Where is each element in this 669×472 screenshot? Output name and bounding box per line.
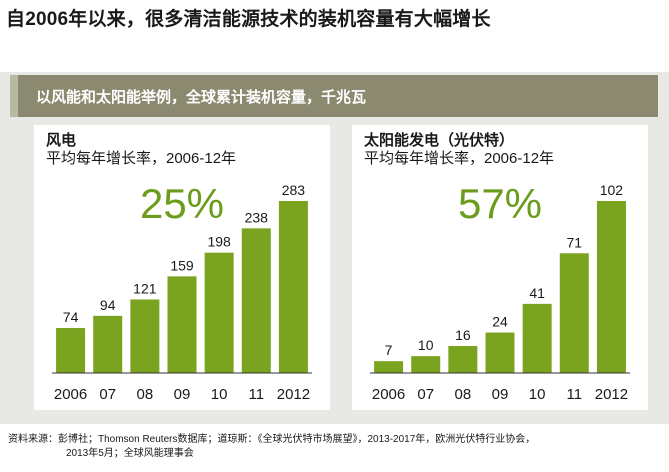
bar <box>448 346 478 373</box>
x-tick-label: 11 <box>248 386 264 403</box>
x-tick-label: 2012 <box>277 386 310 403</box>
x-tick-label: 10 <box>529 386 546 403</box>
growth-rate: 25% <box>139 180 225 227</box>
data-label: 41 <box>529 285 545 301</box>
data-label: 71 <box>566 234 582 250</box>
data-label: 121 <box>133 280 157 296</box>
source-line-1: 资料来源：彭博社；Thomson Reuters数据库；道琼斯：《全球光伏特市场… <box>8 434 536 445</box>
x-tick-label: 08 <box>137 386 154 403</box>
bar <box>411 356 441 373</box>
bar <box>167 276 197 373</box>
bar <box>204 252 234 373</box>
data-label: 159 <box>170 257 194 273</box>
x-tick-label: 2012 <box>595 386 628 403</box>
data-label: 94 <box>100 297 116 313</box>
x-tick-label: 11 <box>566 386 582 403</box>
data-label: 102 <box>600 182 624 198</box>
data-label: 283 <box>282 182 306 198</box>
bar <box>93 315 123 373</box>
bar <box>130 299 160 373</box>
headline: 自2006年以来，很多清洁能源技术的装机容量有大幅增长 <box>6 9 491 30</box>
data-label: 24 <box>492 314 508 330</box>
source-note: 资料来源：彭博社；Thomson Reuters数据库；道琼斯：《全球光伏特市场… <box>8 433 535 461</box>
data-label: 10 <box>418 337 434 353</box>
data-label: 16 <box>455 327 471 343</box>
wind-panel: 风电 平均每年增长率，2006-12年 25% 74 2006 94 07 121 08 1… <box>34 125 330 410</box>
subheader-bar: 以风能和太阳能举例，全球累计装机容量，千兆瓦 <box>10 75 658 117</box>
data-label: 7 <box>385 342 393 358</box>
panel-title: 太阳能发电（光伏特） <box>364 132 515 149</box>
bar <box>56 328 86 373</box>
x-tick-label: 09 <box>492 386 509 403</box>
x-tick-label: 07 <box>417 386 434 403</box>
bar <box>522 303 552 373</box>
bar <box>485 332 515 373</box>
x-tick-label: 2006 <box>372 386 405 403</box>
panel-subtitle: 平均每年增长率，2006-12年 <box>46 150 237 167</box>
bar <box>374 361 404 373</box>
growth-rate: 57% <box>457 180 543 227</box>
bar <box>559 253 589 373</box>
solar-panel: 太阳能发电（光伏特） 平均每年增长率，2006-12年 57% 7 2006 10 0… <box>352 125 648 410</box>
data-label: 238 <box>245 209 269 225</box>
data-label: 74 <box>63 309 79 325</box>
subheader-text: 以风能和太阳能举例，全球累计装机容量，千兆瓦 <box>36 89 367 106</box>
bar <box>596 201 626 373</box>
x-tick-label: 2006 <box>54 386 87 403</box>
data-label: 198 <box>207 234 231 250</box>
panel-title: 风电 <box>46 132 77 149</box>
bar <box>241 228 271 373</box>
x-tick-label: 07 <box>99 386 116 403</box>
wind-chart: 74 2006 94 07 121 08 159 09 198 10 238 11 283 2012 <box>52 182 312 403</box>
panel-subtitle: 平均每年增长率，2006-12年 <box>364 150 555 167</box>
x-tick-label: 10 <box>211 386 228 403</box>
source-line-2: 2013年5月；全球风能理事会 <box>66 448 194 459</box>
x-tick-label: 08 <box>455 386 472 403</box>
bar <box>278 201 308 373</box>
x-tick-label: 09 <box>174 386 191 403</box>
solar-chart: 7 2006 10 07 16 08 24 09 41 10 71 11 102 2012 <box>370 182 630 403</box>
